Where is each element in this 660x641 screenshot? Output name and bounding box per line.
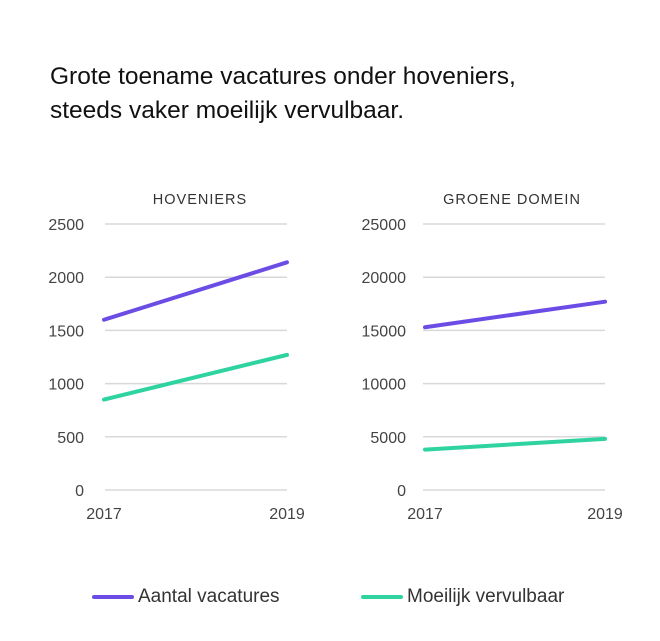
x-tick-label: 2017 — [86, 506, 122, 523]
y-tick-label: 1000 — [48, 377, 84, 394]
series-line-vacatures-hoveniers — [102, 260, 289, 322]
legend-swatch-vacatures — [92, 595, 134, 599]
chart-title-line-2: steeds vaker moeilijk vervulbaar. — [50, 97, 405, 124]
series-line-vacatures-groene-domein — [423, 299, 607, 330]
y-tick-label: 2500 — [48, 217, 84, 234]
y-tick-label: 15000 — [362, 323, 407, 340]
series-line-moeilijk-hoveniers — [102, 352, 289, 402]
y-tick-label: 0 — [397, 483, 406, 500]
legend-label-vacatures: Aantal vacatures — [138, 586, 280, 607]
panel-title-hoveniers: HOVENIERS — [153, 192, 247, 208]
x-tick-label: 2017 — [407, 506, 443, 523]
y-tick-label: 0 — [75, 483, 84, 500]
y-tick-label: 20000 — [362, 270, 407, 287]
x-tick-label: 2019 — [269, 506, 305, 523]
y-tick-label: 10000 — [362, 377, 407, 394]
chart-title-line-1: Grote toename vacatures onder hoveniers, — [50, 63, 516, 90]
legend-swatch-moeilijk — [361, 595, 403, 599]
series-line-moeilijk-groene-domein — [423, 436, 607, 452]
legend: Aantal vacatures Moeilijk vervulbaar — [0, 580, 660, 614]
y-tick-label: 1500 — [48, 323, 84, 340]
chart-title: Grote toename vacatures onder hoveniers,… — [50, 60, 640, 128]
legend-item-moeilijk: Moeilijk vervulbaar — [361, 580, 564, 614]
legend-label-moeilijk: Moeilijk vervulbaar — [407, 586, 565, 607]
y-tick-label: 25000 — [362, 217, 407, 234]
panel-hoveniers: HOVENIERS 0 500 1000 1500 2000 2500 2017 2019 — [48, 192, 304, 523]
y-tick-label: 500 — [57, 430, 84, 447]
legend-item-vacatures: Aantal vacatures — [92, 580, 280, 614]
x-tick-label: 2019 — [587, 506, 623, 523]
panel-title-groene-domein: GROENE DOMEIN — [443, 192, 581, 208]
y-tick-label: 5000 — [370, 430, 406, 447]
y-tick-label: 2000 — [48, 270, 84, 287]
panel-groene-domein: GROENE DOMEIN 0 5000 10000 15000 20000 25000 20… — [362, 192, 623, 523]
